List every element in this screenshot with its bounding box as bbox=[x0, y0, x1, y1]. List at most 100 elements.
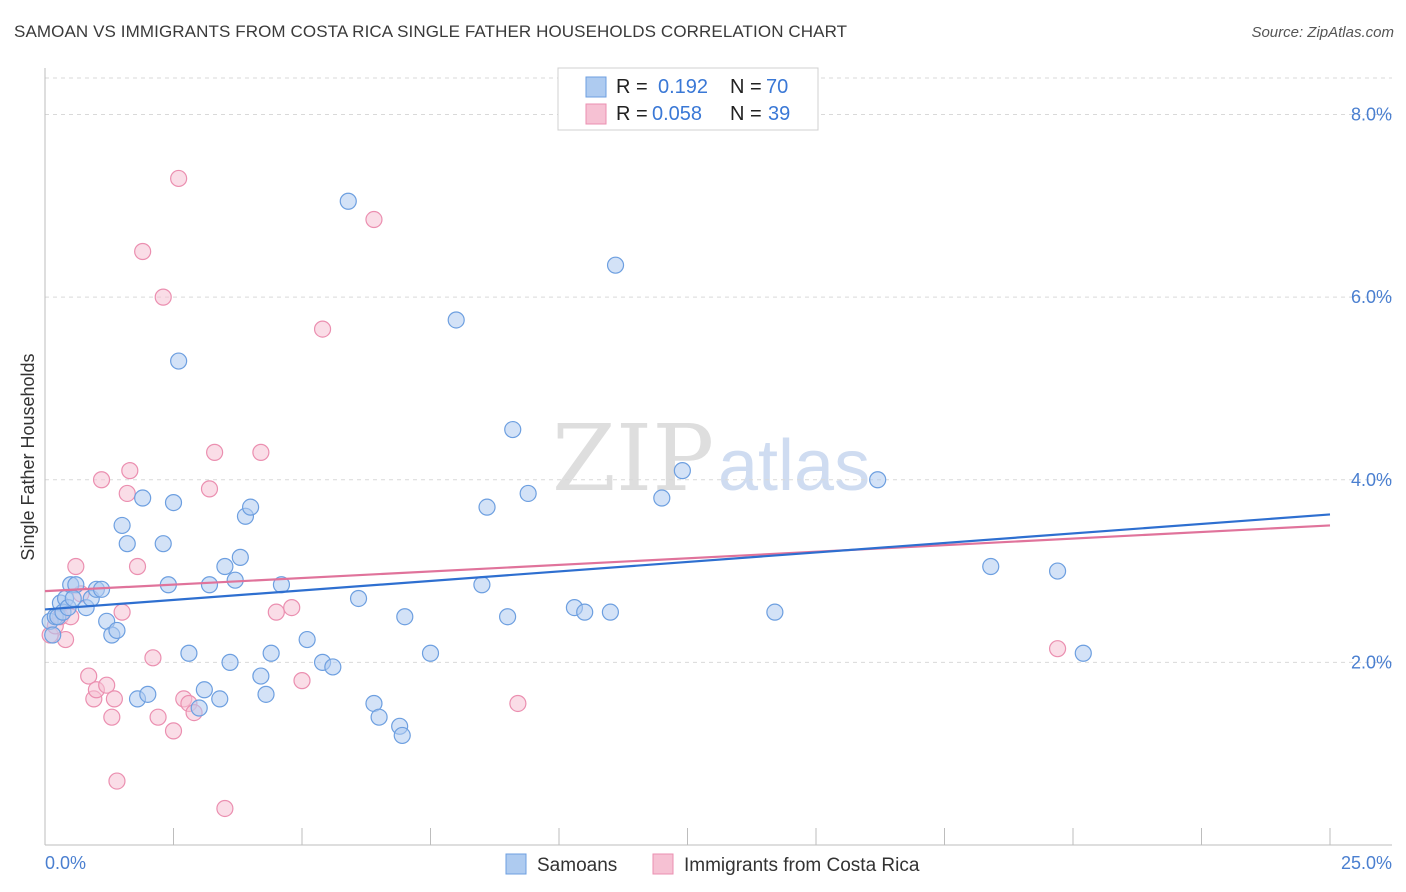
costa-rica-point bbox=[216, 799, 234, 818]
watermark-atlas: atlas bbox=[718, 426, 870, 506]
samoan-point bbox=[180, 644, 198, 662]
costa-rica-point bbox=[283, 598, 301, 617]
y-tick-label: 8.0% bbox=[1351, 105, 1392, 125]
samoan-point bbox=[396, 608, 414, 626]
samoan-point bbox=[478, 498, 496, 516]
costa-rica-point bbox=[267, 603, 285, 621]
series-legend: Samoans Immigrants from Costa Rica bbox=[505, 853, 920, 876]
y-tick-label: 2.0% bbox=[1351, 652, 1392, 672]
samoan-point bbox=[257, 685, 275, 703]
samoan-point bbox=[576, 603, 594, 621]
samoan-point bbox=[231, 548, 249, 566]
costa-rica-point bbox=[128, 557, 147, 576]
y-axis-label: Single Father Households bbox=[18, 353, 38, 560]
bottom-legend-swatch-blue bbox=[505, 853, 527, 875]
samoan-point bbox=[370, 708, 388, 726]
legend-swatch-pink bbox=[585, 103, 607, 125]
costa-rica-point bbox=[164, 722, 183, 740]
samoan-point bbox=[601, 603, 620, 621]
gridlines bbox=[45, 77, 1392, 663]
trend-line-costa-rica bbox=[44, 524, 1331, 593]
samoan-point bbox=[869, 471, 887, 489]
samoan-point bbox=[447, 311, 465, 329]
samoan-point bbox=[134, 489, 152, 507]
costa-rica-point bbox=[113, 603, 131, 621]
costa-rica-point bbox=[1048, 640, 1067, 658]
samoan-point bbox=[349, 589, 368, 608]
chart-source: Source: ZipAtlas.com bbox=[1251, 24, 1394, 41]
legend-r-label-2: R = bbox=[616, 103, 648, 125]
samoan-point bbox=[262, 644, 280, 662]
legend-r-value-1: 0.192 bbox=[658, 76, 708, 98]
samoan-point bbox=[298, 630, 316, 649]
bottom-legend-costa-rica: Immigrants from Costa Rica bbox=[684, 855, 920, 876]
tick-labels: 2.0% 4.0% 6.0% 8.0% 0.0% 25.0% bbox=[45, 105, 1392, 873]
x-tick-label-max: 25.0% bbox=[1341, 853, 1392, 873]
costa-rica-point bbox=[170, 169, 188, 188]
samoan-point bbox=[766, 603, 784, 621]
y-tick-label: 6.0% bbox=[1351, 287, 1392, 307]
samoan-point bbox=[504, 420, 522, 439]
samoan-point bbox=[324, 658, 342, 676]
legend-n-value-1: 70 bbox=[766, 76, 788, 98]
legend-swatch-blue bbox=[585, 76, 607, 98]
legend-n-label-2: N = bbox=[730, 103, 762, 125]
samoan-point bbox=[195, 681, 213, 699]
costa-rica-point bbox=[313, 320, 332, 338]
samoan-point bbox=[252, 667, 270, 685]
costa-rica-point bbox=[80, 667, 98, 685]
bottom-legend-swatch-pink bbox=[652, 853, 674, 875]
samoan-point bbox=[673, 462, 691, 480]
costa-rica-point bbox=[108, 772, 126, 790]
costa-rica-point bbox=[149, 708, 167, 726]
samoan-point bbox=[221, 653, 239, 671]
samoan-point bbox=[108, 621, 126, 640]
legend-n-value-2: 39 bbox=[768, 103, 790, 125]
bottom-legend-samoans: Samoans bbox=[537, 855, 617, 876]
costa-rica-point bbox=[509, 694, 527, 713]
trend-line-samoans bbox=[44, 513, 1331, 611]
samoan-point bbox=[519, 484, 537, 503]
costa-rica-point bbox=[293, 672, 311, 690]
axes bbox=[44, 68, 1392, 846]
samoan-point bbox=[653, 489, 671, 507]
costa-rica-point bbox=[121, 462, 139, 480]
samoan-point bbox=[113, 516, 131, 535]
samoan-point bbox=[242, 498, 260, 516]
samoan-point bbox=[139, 685, 157, 703]
samoan-point bbox=[1048, 562, 1067, 580]
costa-rica-point bbox=[98, 676, 116, 694]
y-tick-label: 4.0% bbox=[1351, 470, 1392, 490]
costa-rica-point bbox=[105, 690, 123, 708]
legend-r-label-1: R = bbox=[616, 76, 648, 98]
samoan-point bbox=[118, 535, 136, 553]
samoan-point bbox=[154, 535, 172, 553]
watermark-zip: ZIP bbox=[552, 405, 714, 512]
samoan-point bbox=[499, 608, 517, 626]
costa-rica-point bbox=[154, 288, 172, 306]
x-tick-label-min: 0.0% bbox=[45, 853, 86, 873]
costa-rica-point bbox=[365, 210, 383, 229]
samoan-point bbox=[44, 626, 62, 644]
samoan-point bbox=[982, 557, 1000, 576]
costa-rica-point bbox=[134, 242, 152, 261]
samoan-point bbox=[200, 576, 219, 594]
costa-rica-point bbox=[118, 484, 136, 503]
samoan-point bbox=[216, 557, 234, 576]
samoan-point bbox=[170, 352, 188, 370]
costa-rica-point bbox=[67, 557, 85, 576]
legend-r-value-2: 0.058 bbox=[652, 103, 702, 125]
samoan-point bbox=[421, 644, 440, 662]
samoan-point bbox=[64, 589, 82, 608]
trend-lines bbox=[44, 513, 1331, 611]
costa-rica-point bbox=[103, 708, 121, 726]
stats-legend: R = 0.192 N = 70 R = 0.058 N = 39 bbox=[557, 67, 819, 131]
samoan-point bbox=[339, 192, 357, 210]
samoan-point bbox=[473, 576, 491, 594]
samoan-point bbox=[393, 726, 411, 745]
costa-rica-point bbox=[200, 480, 219, 498]
samoan-point bbox=[1074, 644, 1092, 662]
costa-rica-point bbox=[206, 443, 224, 461]
samoan-point bbox=[606, 256, 625, 274]
